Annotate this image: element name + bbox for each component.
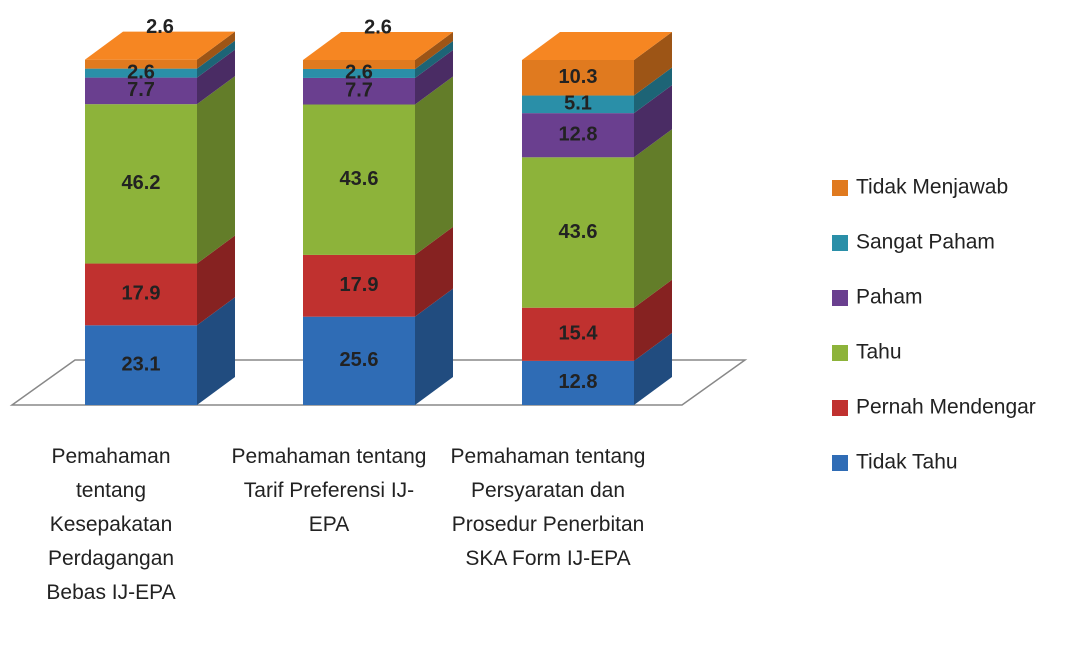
bar-front bbox=[303, 104, 415, 255]
bar-segment bbox=[85, 297, 235, 405]
bar-side bbox=[415, 226, 453, 317]
legend-swatch bbox=[832, 400, 848, 416]
data-label: 25.6 bbox=[340, 349, 379, 371]
bar-front bbox=[85, 325, 197, 405]
bar-top bbox=[303, 32, 453, 60]
bar-side bbox=[415, 40, 453, 78]
legend-label: Pernah Mendengar bbox=[856, 396, 1036, 419]
bar-side bbox=[197, 235, 235, 326]
legend-swatch bbox=[832, 235, 848, 251]
x-tick-label: Pemahaman tentang Persyaratan dan Prosed… bbox=[450, 445, 646, 570]
bar-segment bbox=[522, 67, 672, 114]
bar-side bbox=[634, 85, 672, 158]
bar-front bbox=[85, 77, 197, 105]
bar-front bbox=[85, 104, 197, 264]
data-label: 2.6 bbox=[364, 16, 392, 38]
bar-segment bbox=[303, 226, 453, 317]
bar-segment bbox=[522, 332, 672, 405]
bar-side bbox=[197, 49, 235, 105]
x-tick-label: Pemahaman tentang Kesepakatan Perdaganga… bbox=[46, 445, 176, 604]
bar-front bbox=[522, 307, 634, 361]
bar-segment bbox=[85, 31, 235, 69]
bar-segment bbox=[303, 32, 453, 69]
bar-side bbox=[634, 67, 672, 114]
bar-segment bbox=[85, 76, 235, 264]
bar-front bbox=[303, 68, 415, 78]
bar-segment bbox=[303, 76, 453, 255]
bar-front bbox=[522, 95, 634, 114]
data-label: 46.2 bbox=[122, 172, 161, 194]
bar-top bbox=[522, 32, 672, 60]
bar-front bbox=[303, 77, 415, 105]
legend-label: Sangat Paham bbox=[856, 231, 995, 254]
bar-top bbox=[85, 31, 235, 60]
bar-front bbox=[85, 68, 197, 78]
bar-side bbox=[415, 288, 453, 405]
legend-label: Tidak Tahu bbox=[856, 451, 958, 474]
data-label: 17.9 bbox=[340, 274, 379, 296]
data-label: 10.3 bbox=[559, 66, 598, 88]
legend-label: Paham bbox=[856, 286, 923, 309]
bar-side bbox=[634, 332, 672, 405]
data-label: 23.1 bbox=[122, 353, 161, 375]
legend-swatch bbox=[832, 455, 848, 471]
bar-front bbox=[522, 360, 634, 405]
bar-segment bbox=[85, 49, 235, 105]
bar-segment bbox=[303, 288, 453, 405]
bar-front bbox=[303, 254, 415, 317]
bar-front bbox=[522, 113, 634, 158]
bar-side bbox=[634, 32, 672, 96]
bar-front bbox=[85, 59, 197, 69]
bar-side bbox=[634, 279, 672, 361]
bar-segment bbox=[522, 85, 672, 158]
bar-segment bbox=[522, 129, 672, 308]
data-label: 7.7 bbox=[127, 79, 155, 101]
bar-segment bbox=[522, 279, 672, 361]
bar-segment bbox=[85, 40, 235, 78]
x-tick-label: Pemahaman tentang Tarif Preferensi IJ-EP… bbox=[231, 445, 427, 536]
legend-swatch bbox=[832, 180, 848, 196]
bar-front bbox=[303, 60, 415, 69]
data-label: 2.6 bbox=[146, 16, 174, 38]
bar-side bbox=[415, 49, 453, 105]
data-label: 2.6 bbox=[127, 61, 155, 83]
bar-segment bbox=[303, 49, 453, 105]
data-label: 12.8 bbox=[559, 371, 598, 393]
bar-side bbox=[197, 40, 235, 78]
legend-swatch bbox=[832, 290, 848, 306]
data-label: 43.6 bbox=[340, 168, 379, 190]
bar-front bbox=[303, 316, 415, 405]
data-label: 15.4 bbox=[559, 323, 599, 345]
data-label: 5.1 bbox=[564, 93, 592, 115]
data-label: 12.8 bbox=[559, 123, 598, 145]
bar-segment bbox=[85, 235, 235, 326]
bar-side bbox=[197, 31, 235, 69]
bar-segment bbox=[303, 40, 453, 78]
legend-swatch bbox=[832, 345, 848, 361]
bar-side bbox=[634, 129, 672, 308]
bar-side bbox=[415, 32, 453, 69]
legend-label: Tidak Menjawab bbox=[856, 176, 1008, 199]
bar-side bbox=[415, 76, 453, 255]
legend-label: Tahu bbox=[856, 341, 902, 364]
bar-front bbox=[85, 263, 197, 326]
bar-front bbox=[522, 60, 634, 96]
data-label: 17.9 bbox=[122, 283, 161, 305]
data-label: 7.7 bbox=[345, 80, 373, 102]
bar-segment bbox=[522, 32, 672, 96]
bar-side bbox=[197, 297, 235, 405]
data-label: 2.6 bbox=[345, 62, 373, 84]
data-label: 43.6 bbox=[559, 221, 598, 243]
bar-front bbox=[522, 157, 634, 308]
bar-side bbox=[197, 76, 235, 264]
